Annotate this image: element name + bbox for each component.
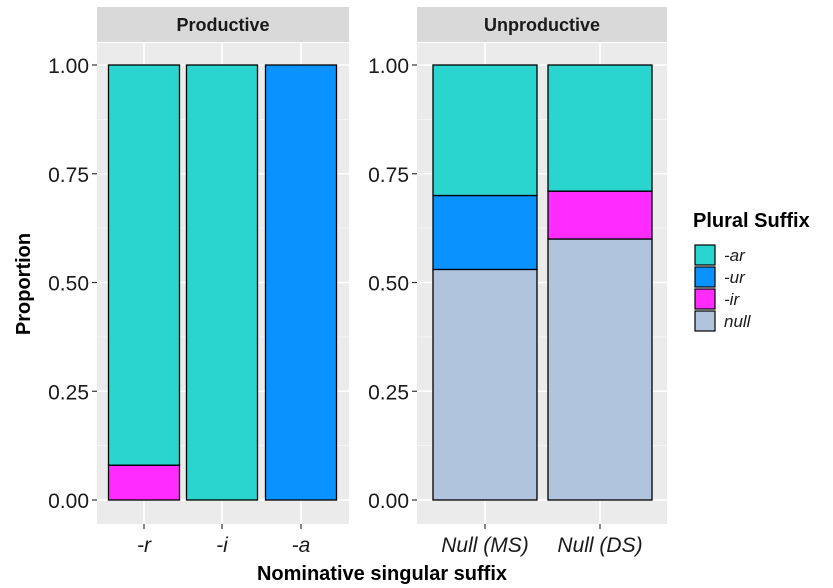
x-tick-label: Null (MS): [441, 534, 529, 557]
legend-label: -ur: [724, 268, 746, 287]
bar-segment: [432, 268, 538, 501]
bar-segment: [547, 238, 653, 501]
x-tick-label: Null (DS): [557, 534, 642, 557]
y-tick-label: 0.50: [368, 273, 409, 296]
panel-unproductive: Unproductive: [417, 7, 667, 524]
bar-segment: [107, 64, 181, 466]
y-tick-label: 1.00: [368, 55, 409, 78]
bar-segment: [547, 190, 653, 240]
legend-swatch: [694, 244, 716, 266]
legend-swatch: [694, 310, 716, 332]
legend-items: -ar -ur -ir null: [694, 244, 752, 332]
panel-productive-bars: [107, 64, 338, 501]
y-axis-unproductive: 0.00 0.25 0.50 0.75 1.00: [368, 55, 417, 513]
y-tick-label: 0.00: [48, 490, 89, 513]
panel-unproductive-bars: [432, 64, 653, 501]
panel-unproductive-strip: [417, 7, 667, 42]
bar-segment: [432, 64, 538, 197]
bar-segment: [185, 64, 259, 501]
y-axis-title: Proportion: [13, 233, 35, 335]
legend-swatch: [694, 266, 716, 288]
x-tick-label: -i: [216, 534, 229, 557]
legend-label: null: [724, 312, 752, 331]
y-tick-label: 0.50: [48, 273, 89, 296]
x-axis-unproductive: Null (MS) Null (DS): [441, 524, 643, 557]
y-tick-label: 0.75: [368, 164, 409, 187]
y-tick-label: 1.00: [48, 55, 89, 78]
panel-productive-strip: [97, 7, 349, 42]
x-axis-title: Nominative singular suffix: [257, 563, 507, 585]
y-tick-label: 0.00: [368, 490, 409, 513]
y-axis-productive: 0.00 0.25 0.50 0.75 1.00: [48, 55, 97, 513]
bar-segment: [107, 464, 181, 501]
legend-label: -ir: [724, 290, 740, 309]
bar-segment: [547, 64, 653, 192]
x-tick-label: -r: [137, 534, 152, 557]
y-tick-label: 0.25: [368, 381, 409, 404]
x-axis-productive: -r -i -a: [137, 524, 310, 557]
legend: Plural Suffix -ar -ur -ir null: [693, 210, 810, 332]
panel-unproductive-title: Unproductive: [484, 15, 600, 35]
y-tick-label: 0.75: [48, 164, 89, 187]
bar-segment: [264, 64, 338, 501]
x-tick-label: -a: [292, 534, 311, 557]
panel-productive: Productive: [97, 7, 349, 524]
bar-segment: [432, 194, 538, 271]
panel-productive-title: Productive: [176, 15, 269, 35]
legend-swatch: [694, 288, 716, 310]
legend-title: Plural Suffix: [693, 210, 810, 232]
y-tick-label: 0.25: [48, 381, 89, 404]
legend-label: -ar: [724, 246, 746, 265]
